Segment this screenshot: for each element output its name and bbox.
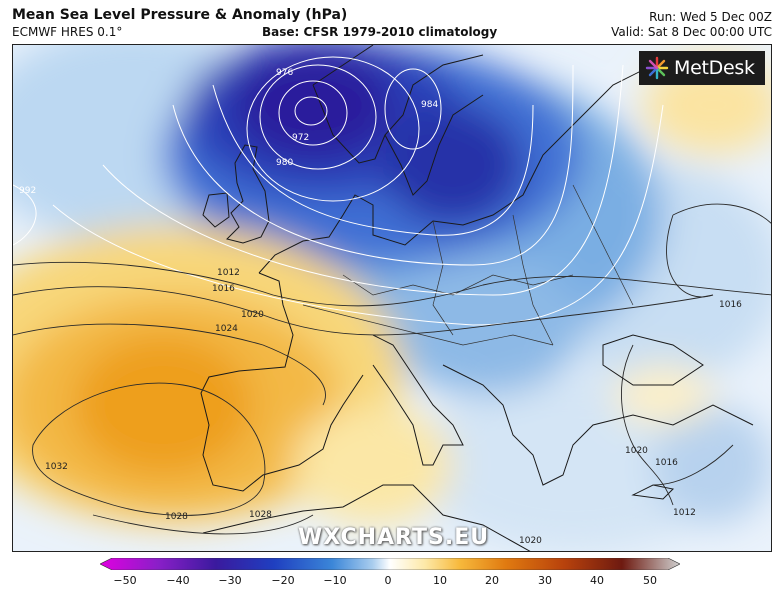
colorbar-tick: 40 xyxy=(590,574,604,587)
isobar-label: 1028 xyxy=(165,512,188,522)
metdesk-starburst-icon xyxy=(645,56,669,80)
isobar-label: 1020 xyxy=(241,310,264,320)
isobar-label: 1016 xyxy=(719,300,742,310)
run-time-label: Run: Wed 5 Dec 00Z xyxy=(649,10,772,24)
isobar-labels: 976 972 980 984 992 1012 1016 1020 1024 … xyxy=(19,68,742,546)
chart-title: Mean Sea Level Pressure & Anomaly (hPa) xyxy=(12,7,348,23)
isobars-high xyxy=(13,203,771,535)
wxcharts-watermark: WXCHARTS.EU xyxy=(298,525,490,550)
colorbar-tick: −20 xyxy=(271,574,295,587)
metdesk-logo-text: MetDesk xyxy=(674,57,755,79)
map-panel[interactable]: 976 972 980 984 992 1012 1016 1020 1024 … xyxy=(12,44,772,552)
anomaly-field xyxy=(13,45,771,551)
colorbar-tick: −30 xyxy=(218,574,242,587)
coastlines xyxy=(200,45,754,551)
climatology-base-label: Base: CFSR 1979-2010 climatology xyxy=(262,25,498,39)
isobar-label: 992 xyxy=(19,186,36,196)
colorbar-tick: 20 xyxy=(485,574,499,587)
colorbar-tick: 30 xyxy=(538,574,552,587)
valid-time-label: Valid: Sat 8 Dec 00:00 UTC xyxy=(611,25,772,39)
isobar-label: 1016 xyxy=(655,458,678,468)
colorbar-tick: 0 xyxy=(384,574,392,587)
isobar-label: 984 xyxy=(421,100,438,110)
colorbar-tick: 10 xyxy=(433,574,447,587)
anomaly-colorbar xyxy=(100,558,680,570)
colorbar-tick: −50 xyxy=(113,574,137,587)
isobar-label: 1028 xyxy=(249,510,272,520)
pressure-anomaly-map: 976 972 980 984 992 1012 1016 1020 1024 … xyxy=(13,45,771,551)
colorbar-tick: −10 xyxy=(323,574,347,587)
isobar-label: 972 xyxy=(292,133,309,143)
isobar-label: 1020 xyxy=(519,536,542,546)
model-label: ECMWF HRES 0.1° xyxy=(12,25,123,39)
isobars-low xyxy=(13,56,664,326)
isobar-label: 1016 xyxy=(212,284,235,294)
isobar-label: 980 xyxy=(276,158,293,168)
isobar-label: 976 xyxy=(276,68,293,78)
isobar-label: 1012 xyxy=(217,268,240,278)
isobar-label: 1020 xyxy=(625,446,648,456)
colorbar-tick: −40 xyxy=(166,574,190,587)
metdesk-logo: MetDesk xyxy=(639,51,765,85)
isobar-label: 1032 xyxy=(45,462,68,472)
colorbar-tick: 50 xyxy=(643,574,657,587)
isobar-label: 1012 xyxy=(673,508,696,518)
isobar-label: 1024 xyxy=(215,324,238,334)
